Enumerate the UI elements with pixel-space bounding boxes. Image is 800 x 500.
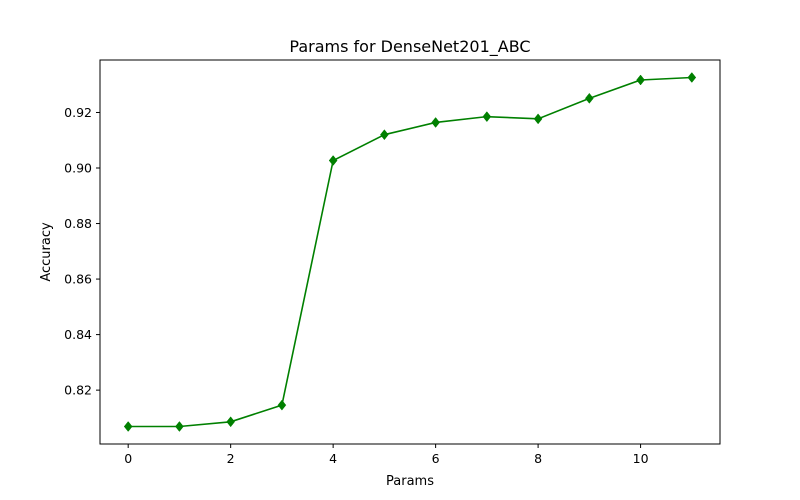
axis-ticks: 0 2 4 6 8 10 0.82 0.84 0.86 0.88 0.90 0.92 bbox=[64, 105, 648, 466]
chart-title: Params for DenseNet201_ABC bbox=[289, 37, 530, 57]
series-layer bbox=[123, 72, 697, 432]
x-tick-label: 4 bbox=[329, 451, 337, 466]
data-point-marker bbox=[482, 111, 492, 123]
y-tick-label: 0.88 bbox=[64, 216, 92, 231]
data-point-marker bbox=[123, 421, 133, 432]
data-point-marker bbox=[226, 416, 235, 428]
y-tick-label: 0.90 bbox=[64, 161, 92, 176]
data-point-marker bbox=[431, 117, 440, 128]
x-tick-label: 8 bbox=[534, 451, 542, 466]
data-point-marker bbox=[328, 155, 338, 166]
y-axis-label: Accuracy bbox=[39, 222, 54, 282]
data-point-marker bbox=[636, 74, 645, 86]
x-axis-label: Params bbox=[386, 474, 434, 489]
data-point-marker bbox=[175, 421, 184, 432]
plot-frame bbox=[99, 59, 721, 445]
data-point-marker bbox=[277, 399, 287, 411]
x-tick-label: 6 bbox=[432, 451, 440, 466]
data-point-marker bbox=[687, 72, 697, 83]
y-tick-label: 0.82 bbox=[64, 383, 92, 398]
data-point-marker bbox=[380, 129, 389, 141]
x-tick-label: 10 bbox=[633, 451, 649, 466]
y-tick-label: 0.86 bbox=[64, 272, 92, 287]
data-point-marker bbox=[585, 92, 594, 104]
y-tick-label: 0.84 bbox=[64, 327, 92, 342]
y-tick-label: 0.92 bbox=[64, 105, 92, 120]
x-tick-label: 2 bbox=[227, 451, 235, 466]
series-line bbox=[128, 76, 692, 428]
data-point-marker bbox=[533, 113, 543, 125]
x-tick-label: 0 bbox=[124, 451, 132, 466]
